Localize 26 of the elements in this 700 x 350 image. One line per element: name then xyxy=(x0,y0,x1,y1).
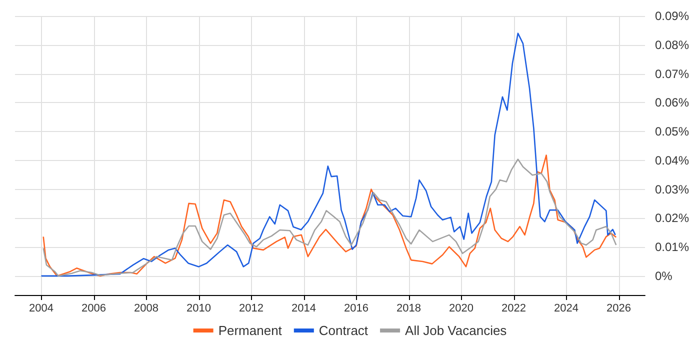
x-tick-label: 2010 xyxy=(186,302,211,314)
legend-label: All Job Vacancies xyxy=(405,323,508,338)
x-tick-label: 2022 xyxy=(502,302,526,314)
legend-label: Contract xyxy=(318,323,368,338)
y-tick-label: 0.09% xyxy=(655,9,690,23)
x-tick-label: 2020 xyxy=(449,302,474,314)
x-tick-label: 2006 xyxy=(82,302,106,314)
x-tick-label: 2008 xyxy=(134,302,158,314)
y-tick-label: 0.03% xyxy=(655,182,690,196)
y-tick-label: 0.01% xyxy=(655,240,690,254)
x-tick-label: 2018 xyxy=(396,302,421,314)
y-tick-label: 0.06% xyxy=(655,96,690,110)
x-tick-label: 2012 xyxy=(239,302,264,314)
line-series xyxy=(40,32,616,277)
y-tick-label: 0.04% xyxy=(655,153,690,168)
x-tick-label: 2024 xyxy=(554,302,578,314)
y-tick-label: 0% xyxy=(655,268,673,283)
x-tick-label: 2014 xyxy=(292,302,316,314)
x-tick-label: 2016 xyxy=(344,302,368,314)
y-tick-label: 0.07% xyxy=(655,66,690,81)
y-tick-label: 0.05% xyxy=(655,124,690,139)
legend-label: Permanent xyxy=(218,323,282,338)
x-tick-label: 2004 xyxy=(29,302,54,314)
y-tick-label: 0.08% xyxy=(655,38,690,52)
y-tick-label: 0.02% xyxy=(655,211,690,226)
x-tick-label: 2026 xyxy=(606,302,631,314)
